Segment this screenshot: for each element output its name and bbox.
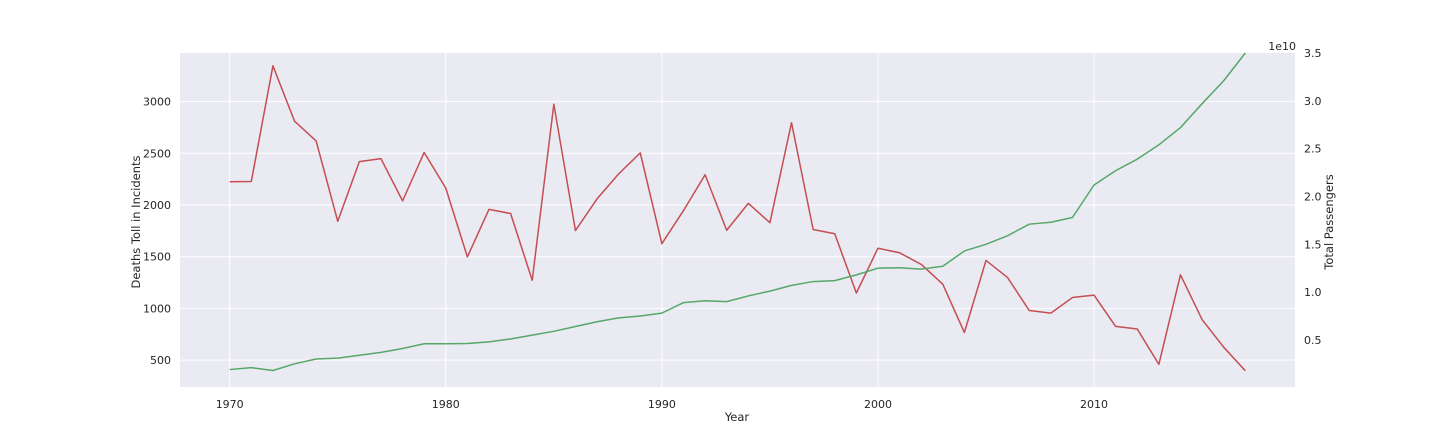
right-y-tick-label: 3.0	[1304, 95, 1322, 108]
deaths-series-line	[229, 65, 1246, 372]
left-y-axis-title: Deaths Toll in Incidents	[129, 155, 143, 288]
right-y-axis-title: Total Passengers	[1322, 174, 1336, 270]
right-y-axis-offset-text: 1e10	[1268, 40, 1296, 53]
right-y-tick-label: 2.5	[1304, 143, 1322, 156]
x-axis-tick-labels: 1970 1980 1990 2000 2010	[216, 398, 1108, 411]
left-y-axis-tick-labels: 500 1000 1500 2000 2500 3000	[143, 96, 171, 368]
right-y-tick-label: 1.5	[1304, 238, 1322, 251]
passengers-series-line	[229, 52, 1246, 372]
plot-background	[180, 53, 1295, 387]
series-lines	[229, 52, 1246, 372]
gridlines	[180, 53, 1295, 387]
right-y-tick-label: 1.0	[1304, 286, 1322, 299]
left-y-tick-label: 2500	[143, 147, 171, 160]
right-y-axis-tick-labels: 0.5 1.0 1.5 2.0 2.5 3.0 3.5	[1304, 47, 1322, 347]
x-tick-label: 2010	[1080, 398, 1108, 411]
left-y-tick-label: 1500	[143, 251, 171, 264]
right-y-tick-label: 3.5	[1304, 47, 1322, 60]
x-tick-label: 1990	[648, 398, 676, 411]
left-y-tick-label: 2000	[143, 199, 171, 212]
x-axis-title: Year	[724, 410, 750, 424]
left-y-tick-label: 500	[150, 354, 171, 367]
x-tick-label: 1970	[216, 398, 244, 411]
left-y-tick-label: 3000	[143, 96, 171, 109]
right-y-tick-label: 0.5	[1304, 334, 1322, 347]
right-y-tick-label: 2.0	[1304, 190, 1322, 203]
x-tick-label: 1980	[432, 398, 460, 411]
left-y-tick-label: 1000	[143, 302, 171, 315]
x-tick-label: 2000	[864, 398, 892, 411]
